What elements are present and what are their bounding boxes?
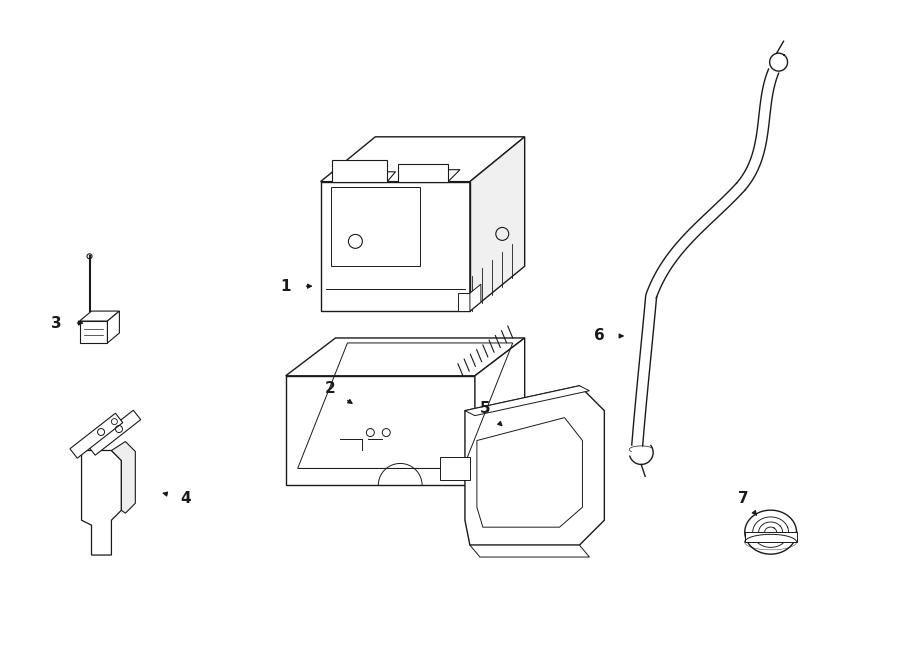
- Polygon shape: [470, 545, 590, 557]
- Polygon shape: [465, 386, 590, 416]
- Text: 6: 6: [594, 329, 605, 344]
- Polygon shape: [470, 284, 481, 311]
- Text: 4: 4: [181, 490, 192, 506]
- Polygon shape: [745, 532, 796, 542]
- Polygon shape: [477, 418, 582, 527]
- Text: 5: 5: [480, 401, 491, 416]
- Polygon shape: [285, 376, 475, 485]
- Polygon shape: [285, 338, 525, 376]
- Text: 1: 1: [281, 279, 291, 293]
- Polygon shape: [70, 413, 122, 458]
- Polygon shape: [107, 311, 120, 343]
- Polygon shape: [320, 137, 525, 182]
- Polygon shape: [330, 186, 420, 266]
- Polygon shape: [465, 386, 604, 545]
- Polygon shape: [440, 457, 470, 481]
- Polygon shape: [475, 338, 525, 485]
- Polygon shape: [398, 170, 460, 182]
- Polygon shape: [332, 160, 387, 182]
- Polygon shape: [79, 311, 120, 321]
- Polygon shape: [82, 451, 122, 555]
- Polygon shape: [398, 164, 448, 182]
- Polygon shape: [458, 293, 470, 311]
- Text: 3: 3: [51, 315, 62, 330]
- Polygon shape: [470, 137, 525, 311]
- Text: 7: 7: [738, 490, 749, 506]
- Polygon shape: [332, 172, 395, 182]
- Polygon shape: [88, 410, 140, 455]
- Text: 2: 2: [325, 381, 336, 396]
- Polygon shape: [112, 442, 135, 513]
- Polygon shape: [79, 321, 107, 343]
